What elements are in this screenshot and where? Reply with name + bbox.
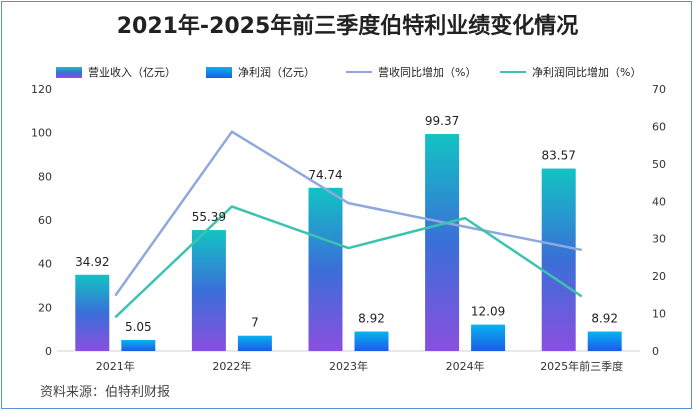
bar-profit [121, 339, 156, 351]
y-left-tick-label: 100 [31, 127, 52, 140]
bar-revenue [308, 187, 343, 351]
data-label-profit: 8.92 [591, 312, 618, 326]
legend-swatch-revenue-growth [346, 71, 372, 73]
data-label-profit: 7 [251, 316, 259, 330]
y-right-tick-label: 30 [652, 233, 666, 246]
x-tick-label: 2025年前三季度 [540, 359, 623, 373]
line-profit-growth [114, 205, 583, 319]
legend-item-revenue[interactable]: 营业收入（亿元） [56, 64, 176, 80]
legend-label-profit-growth: 净利润同比增加（%） [532, 66, 642, 79]
y-left-tick-label: 120 [31, 83, 52, 96]
data-label-profit: 12.09 [471, 305, 505, 319]
legend-item-profit[interactable]: 净利润（亿元） [206, 64, 315, 80]
y-right-tick-label: 40 [652, 195, 666, 208]
bar-profit [237, 335, 272, 351]
legend-swatch-revenue [56, 66, 82, 78]
y-right-tick-label: 70 [652, 83, 666, 96]
data-label-revenue: 55.39 [192, 210, 226, 224]
y-right-tick-label: 50 [652, 158, 666, 171]
y-left-tick-label: 80 [38, 170, 52, 183]
data-label-revenue: 34.92 [75, 255, 109, 269]
y-right-tick-label: 0 [652, 345, 659, 358]
bar-revenue [75, 274, 110, 351]
bar-revenue [541, 168, 576, 351]
y-right-tick-label: 60 [652, 120, 666, 133]
data-label-revenue: 74.74 [308, 168, 342, 182]
chart-title: 2021年-2025年前三季度伯特利业绩变化情况 [116, 14, 579, 39]
data-label-revenue: 83.57 [542, 149, 576, 163]
legend: 营业收入（亿元） 净利润（亿元） 营收同比增加（%） 净利润同比增加（%） [0, 64, 695, 84]
y-right-tick-label: 10 [652, 308, 666, 321]
y-right-tick-label: 20 [652, 270, 666, 283]
data-label-profit: 8.92 [358, 312, 385, 326]
bar-profit [354, 331, 389, 351]
legend-item-profit-growth[interactable]: 净利润同比增加（%） [500, 64, 641, 80]
y-left-tick-label: 60 [38, 214, 52, 227]
bar-revenue [191, 230, 226, 351]
y-left-tick-label: 0 [45, 345, 52, 358]
line-revenue-growth [114, 130, 582, 297]
source-note: 资料来源：伯特利财报 [40, 385, 171, 400]
x-tick-label: 2021年 [96, 359, 135, 373]
legend-swatch-profit [206, 66, 232, 78]
data-label-revenue: 99.37 [425, 114, 459, 128]
x-tick-label: 2023年 [329, 359, 368, 373]
legend-label-revenue: 营业收入（亿元） [88, 66, 176, 79]
legend-label-profit: 净利润（亿元） [238, 66, 315, 79]
bar-profit [471, 324, 506, 351]
x-tick-label: 2024年 [446, 359, 485, 373]
y-left-tick-label: 40 [38, 258, 52, 271]
legend-item-revenue-growth[interactable]: 营收同比增加（%） [346, 64, 476, 80]
x-tick-label: 2022年 [212, 359, 251, 373]
legend-label-revenue-growth: 营收同比增加（%） [378, 66, 477, 79]
y-left-tick-label: 20 [38, 301, 52, 314]
data-label-profit: 5.05 [125, 320, 152, 334]
bar-profit [587, 331, 622, 351]
legend-swatch-profit-growth [500, 71, 526, 73]
bar-revenue [425, 134, 460, 351]
